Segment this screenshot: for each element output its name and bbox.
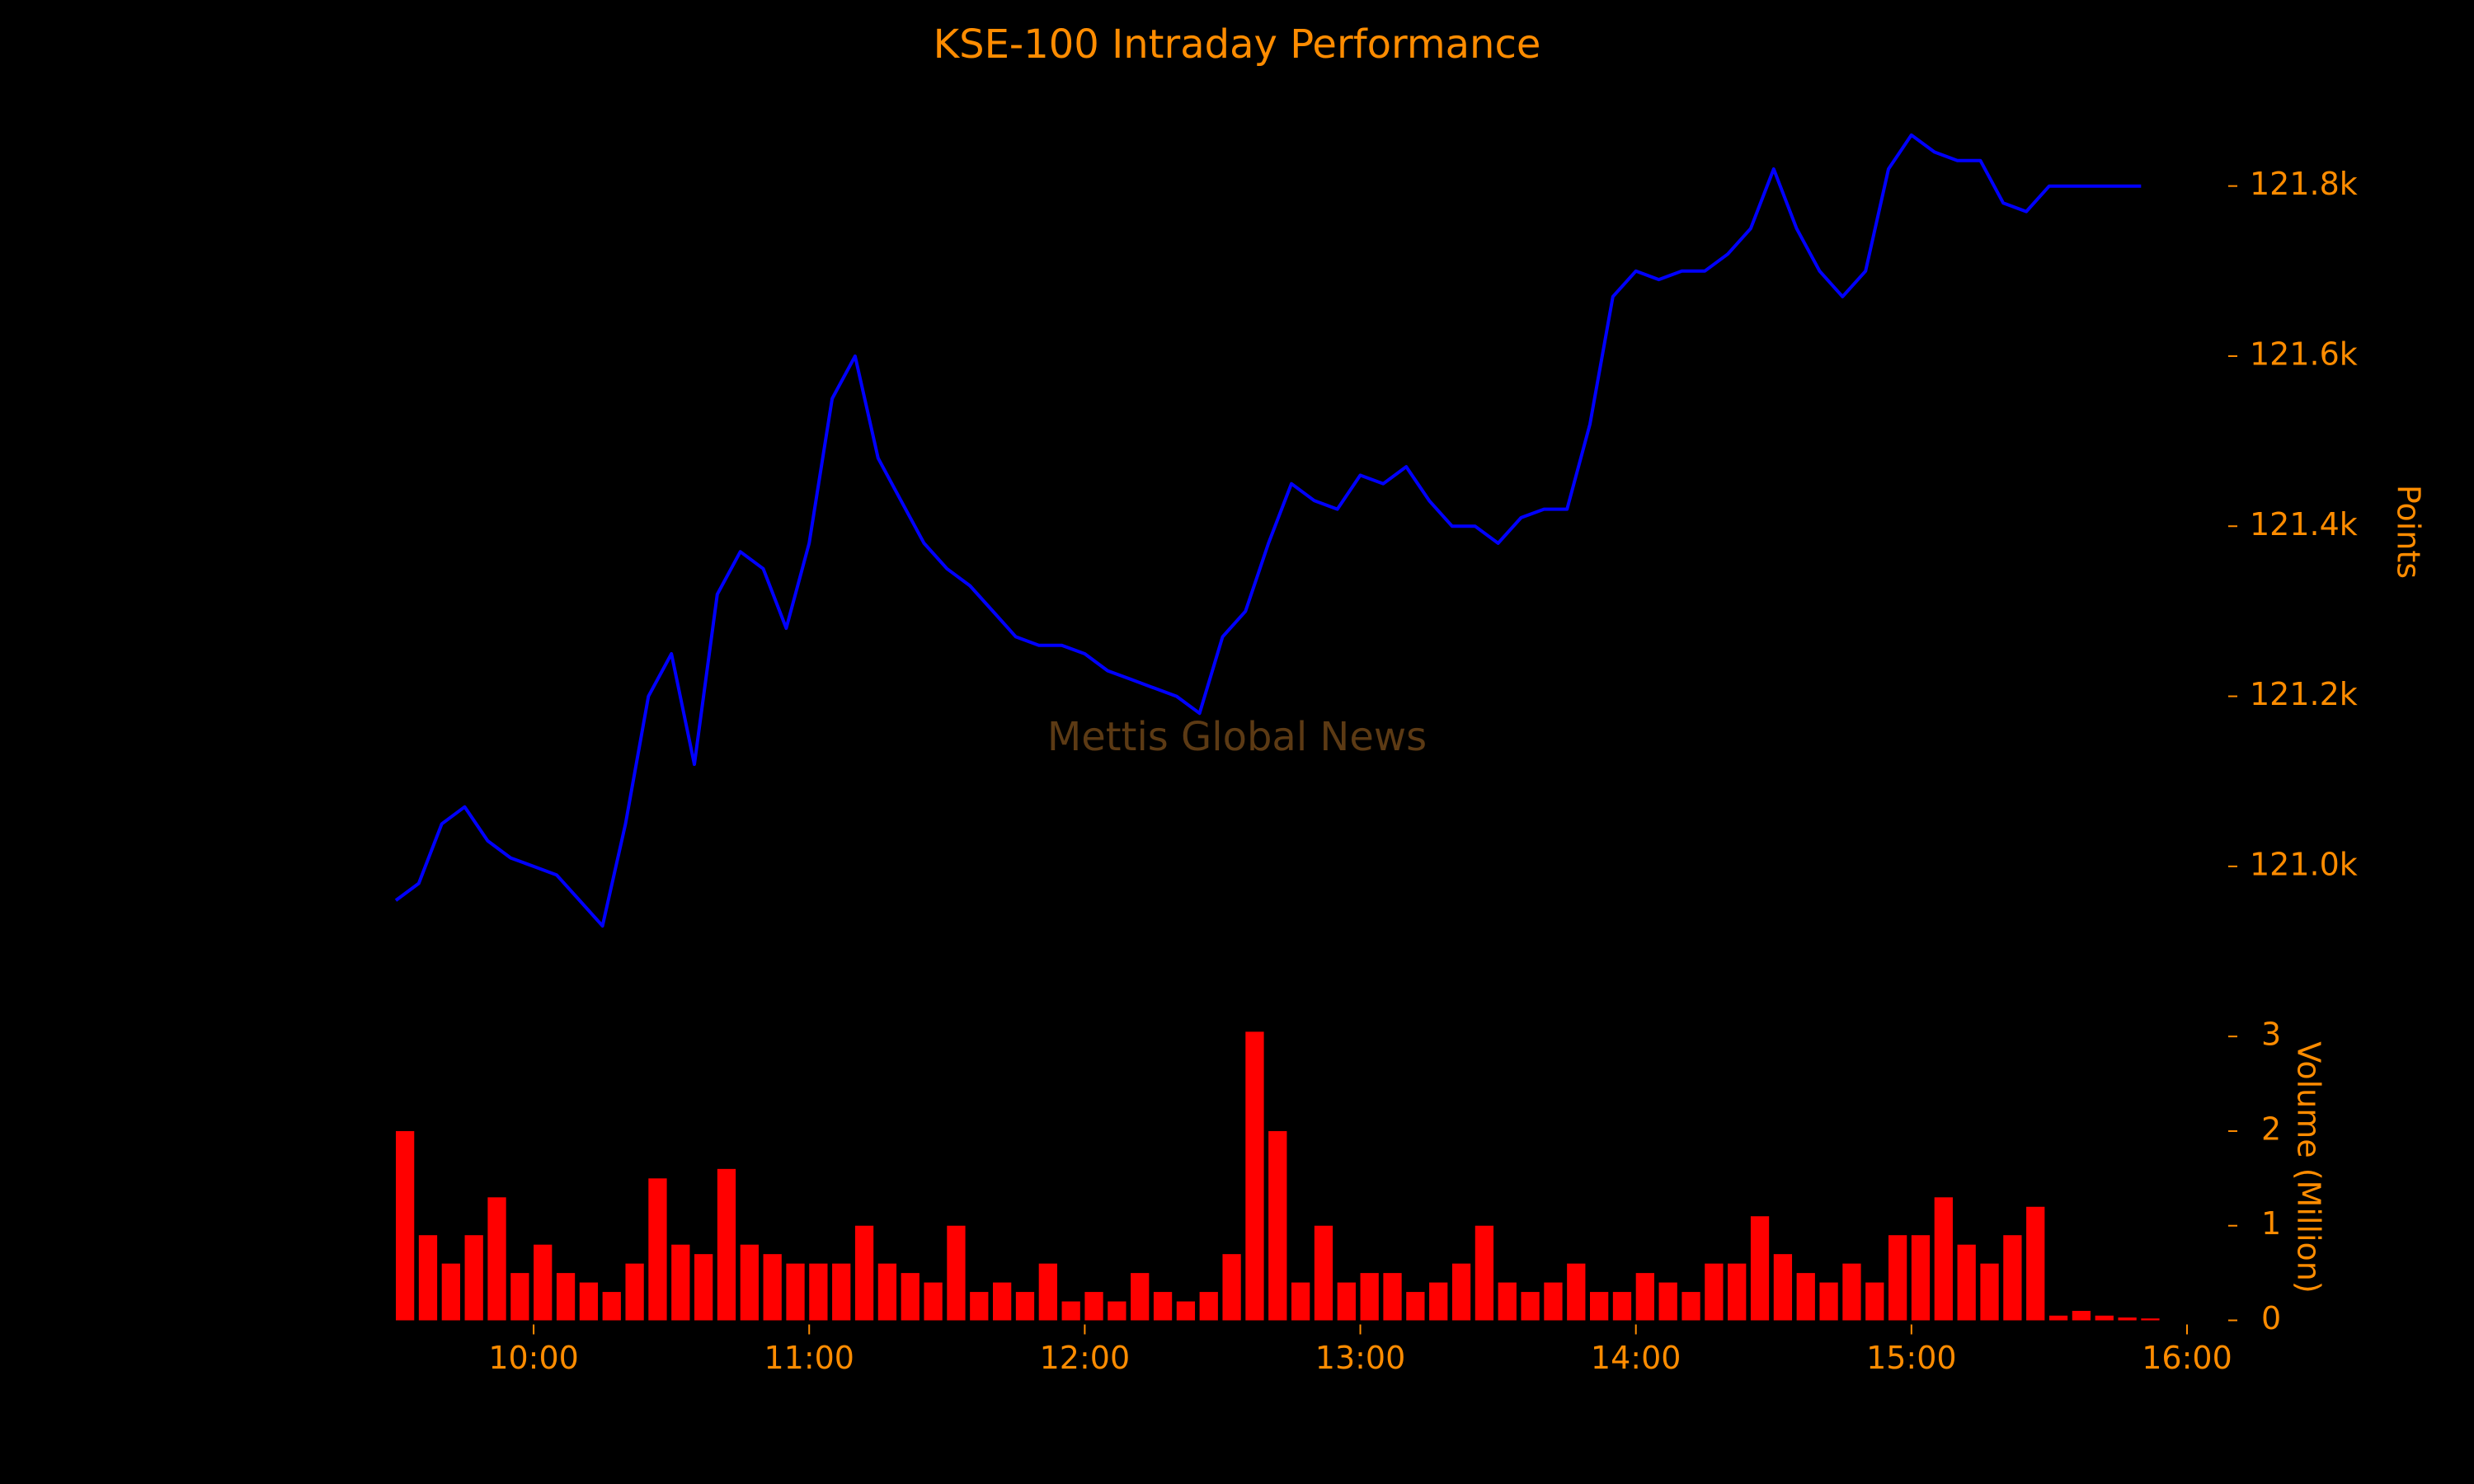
y-tick-label: 121.2k — [2250, 676, 2358, 712]
volume-bar — [1911, 1235, 1931, 1321]
volume-bar — [1406, 1292, 1425, 1321]
volume-bar — [1291, 1282, 1310, 1321]
volume-bar — [1360, 1273, 1379, 1321]
volume-bar — [717, 1168, 736, 1321]
volume-bar — [854, 1225, 874, 1321]
x-tick-label: 15:00 — [1866, 1340, 1957, 1376]
volume-bar — [970, 1292, 989, 1321]
volume-bar — [1176, 1301, 1196, 1321]
y-tick-label: 0 — [2261, 1300, 2281, 1336]
volume-bar — [648, 1178, 667, 1321]
volume-bar — [1153, 1292, 1173, 1321]
volume-bar — [1590, 1292, 1609, 1321]
volume-bar — [1268, 1130, 1287, 1321]
volume-bar — [740, 1244, 759, 1321]
volume-bar — [441, 1263, 460, 1321]
volume-bar — [786, 1263, 805, 1321]
volume-bar — [1521, 1292, 1540, 1321]
volume-bar — [1084, 1292, 1103, 1321]
volume-bar — [1108, 1301, 1126, 1321]
volume-bar — [1681, 1292, 1700, 1321]
volume-bar — [2095, 1315, 2114, 1321]
volume-bar — [877, 1263, 897, 1321]
volume-bar — [2003, 1235, 2022, 1321]
volume-bar — [1635, 1273, 1654, 1321]
volume-bar — [924, 1282, 943, 1321]
volume-bar — [1750, 1216, 1770, 1321]
x-tick-label: 11:00 — [764, 1340, 854, 1376]
volume-bar — [2072, 1311, 2091, 1321]
y-tick-label: 1 — [2261, 1205, 2281, 1242]
volume-bar — [1567, 1263, 1586, 1321]
x-tick-label: 12:00 — [1040, 1340, 1131, 1376]
volume-bar — [1038, 1263, 1057, 1321]
volume-bar — [1796, 1273, 1815, 1321]
volume-bar — [1612, 1292, 1632, 1321]
volume-bar — [993, 1282, 1012, 1321]
volume-bar — [671, 1244, 690, 1321]
volume-bar — [1819, 1282, 1838, 1321]
y-tick-label: 3 — [2261, 1017, 2281, 1053]
volume-bar — [1337, 1282, 1356, 1321]
volume-bar — [1728, 1263, 1747, 1321]
volume-bar — [2026, 1206, 2045, 1321]
volume-bar — [534, 1244, 553, 1321]
price-line — [394, 133, 2142, 928]
volume-bar — [1498, 1282, 1517, 1321]
volume-bar — [1222, 1254, 1241, 1321]
chart-title: KSE-100 Intraday Performance — [934, 21, 1541, 68]
volume-bar — [1957, 1244, 1976, 1321]
volume-bar — [2118, 1317, 2137, 1321]
volume-bar — [2048, 1315, 2068, 1321]
volume-bar — [1865, 1282, 1884, 1321]
y-tick-label: 121.0k — [2250, 846, 2358, 882]
volume-bar — [1131, 1273, 1150, 1321]
volume-bar — [396, 1130, 415, 1321]
y-tick-label: 121.6k — [2250, 336, 2358, 372]
volume-bar — [2141, 1318, 2160, 1321]
volume-bar — [1061, 1301, 1080, 1321]
y-axis-label: Points — [2391, 485, 2427, 579]
x-tick-label: 14:00 — [1591, 1340, 1681, 1376]
volume-bar — [1934, 1197, 1953, 1321]
volume-bar — [625, 1263, 644, 1321]
volume-bar — [579, 1282, 599, 1321]
volume-bar — [1199, 1292, 1218, 1321]
volume-bar — [1383, 1273, 1402, 1321]
volume-bar — [1544, 1282, 1563, 1321]
x-tick-label: 16:00 — [2142, 1340, 2232, 1376]
volume-bar — [1888, 1235, 1907, 1321]
volume-bar — [464, 1235, 483, 1321]
volume-bar — [418, 1235, 438, 1321]
volume-bar — [1245, 1031, 1264, 1321]
volume-bar — [832, 1263, 851, 1321]
volume-bar — [1314, 1225, 1333, 1321]
volume-bar — [763, 1254, 782, 1321]
volume-bar — [1705, 1263, 1724, 1321]
volume-bar — [556, 1273, 576, 1321]
volume-bar — [1980, 1263, 1999, 1321]
volume-bar — [1429, 1282, 1448, 1321]
volume-bar — [510, 1273, 529, 1321]
volume-bar — [1842, 1263, 1861, 1321]
volume-bar — [1658, 1282, 1677, 1321]
volume-bar — [1015, 1292, 1035, 1321]
x-tick-label: 10:00 — [488, 1340, 579, 1376]
x-tick-label: 13:00 — [1315, 1340, 1406, 1376]
volume-bar — [487, 1197, 506, 1321]
y2-axis-label: Volume (Million) — [2291, 1041, 2327, 1293]
volume-bar — [602, 1292, 621, 1321]
volume-bar — [694, 1254, 713, 1321]
volume-bar — [1475, 1225, 1494, 1321]
watermark: Mettis Global News — [1047, 714, 1427, 760]
volume-bar — [809, 1263, 828, 1321]
volume-bar — [1451, 1263, 1471, 1321]
y-tick-label: 2 — [2261, 1111, 2281, 1147]
y-tick-label: 121.4k — [2250, 506, 2358, 542]
y-tick-label: 121.8k — [2250, 166, 2358, 202]
volume-bar — [901, 1273, 920, 1321]
volume-bar — [1773, 1254, 1793, 1321]
volume-bar — [947, 1225, 966, 1321]
